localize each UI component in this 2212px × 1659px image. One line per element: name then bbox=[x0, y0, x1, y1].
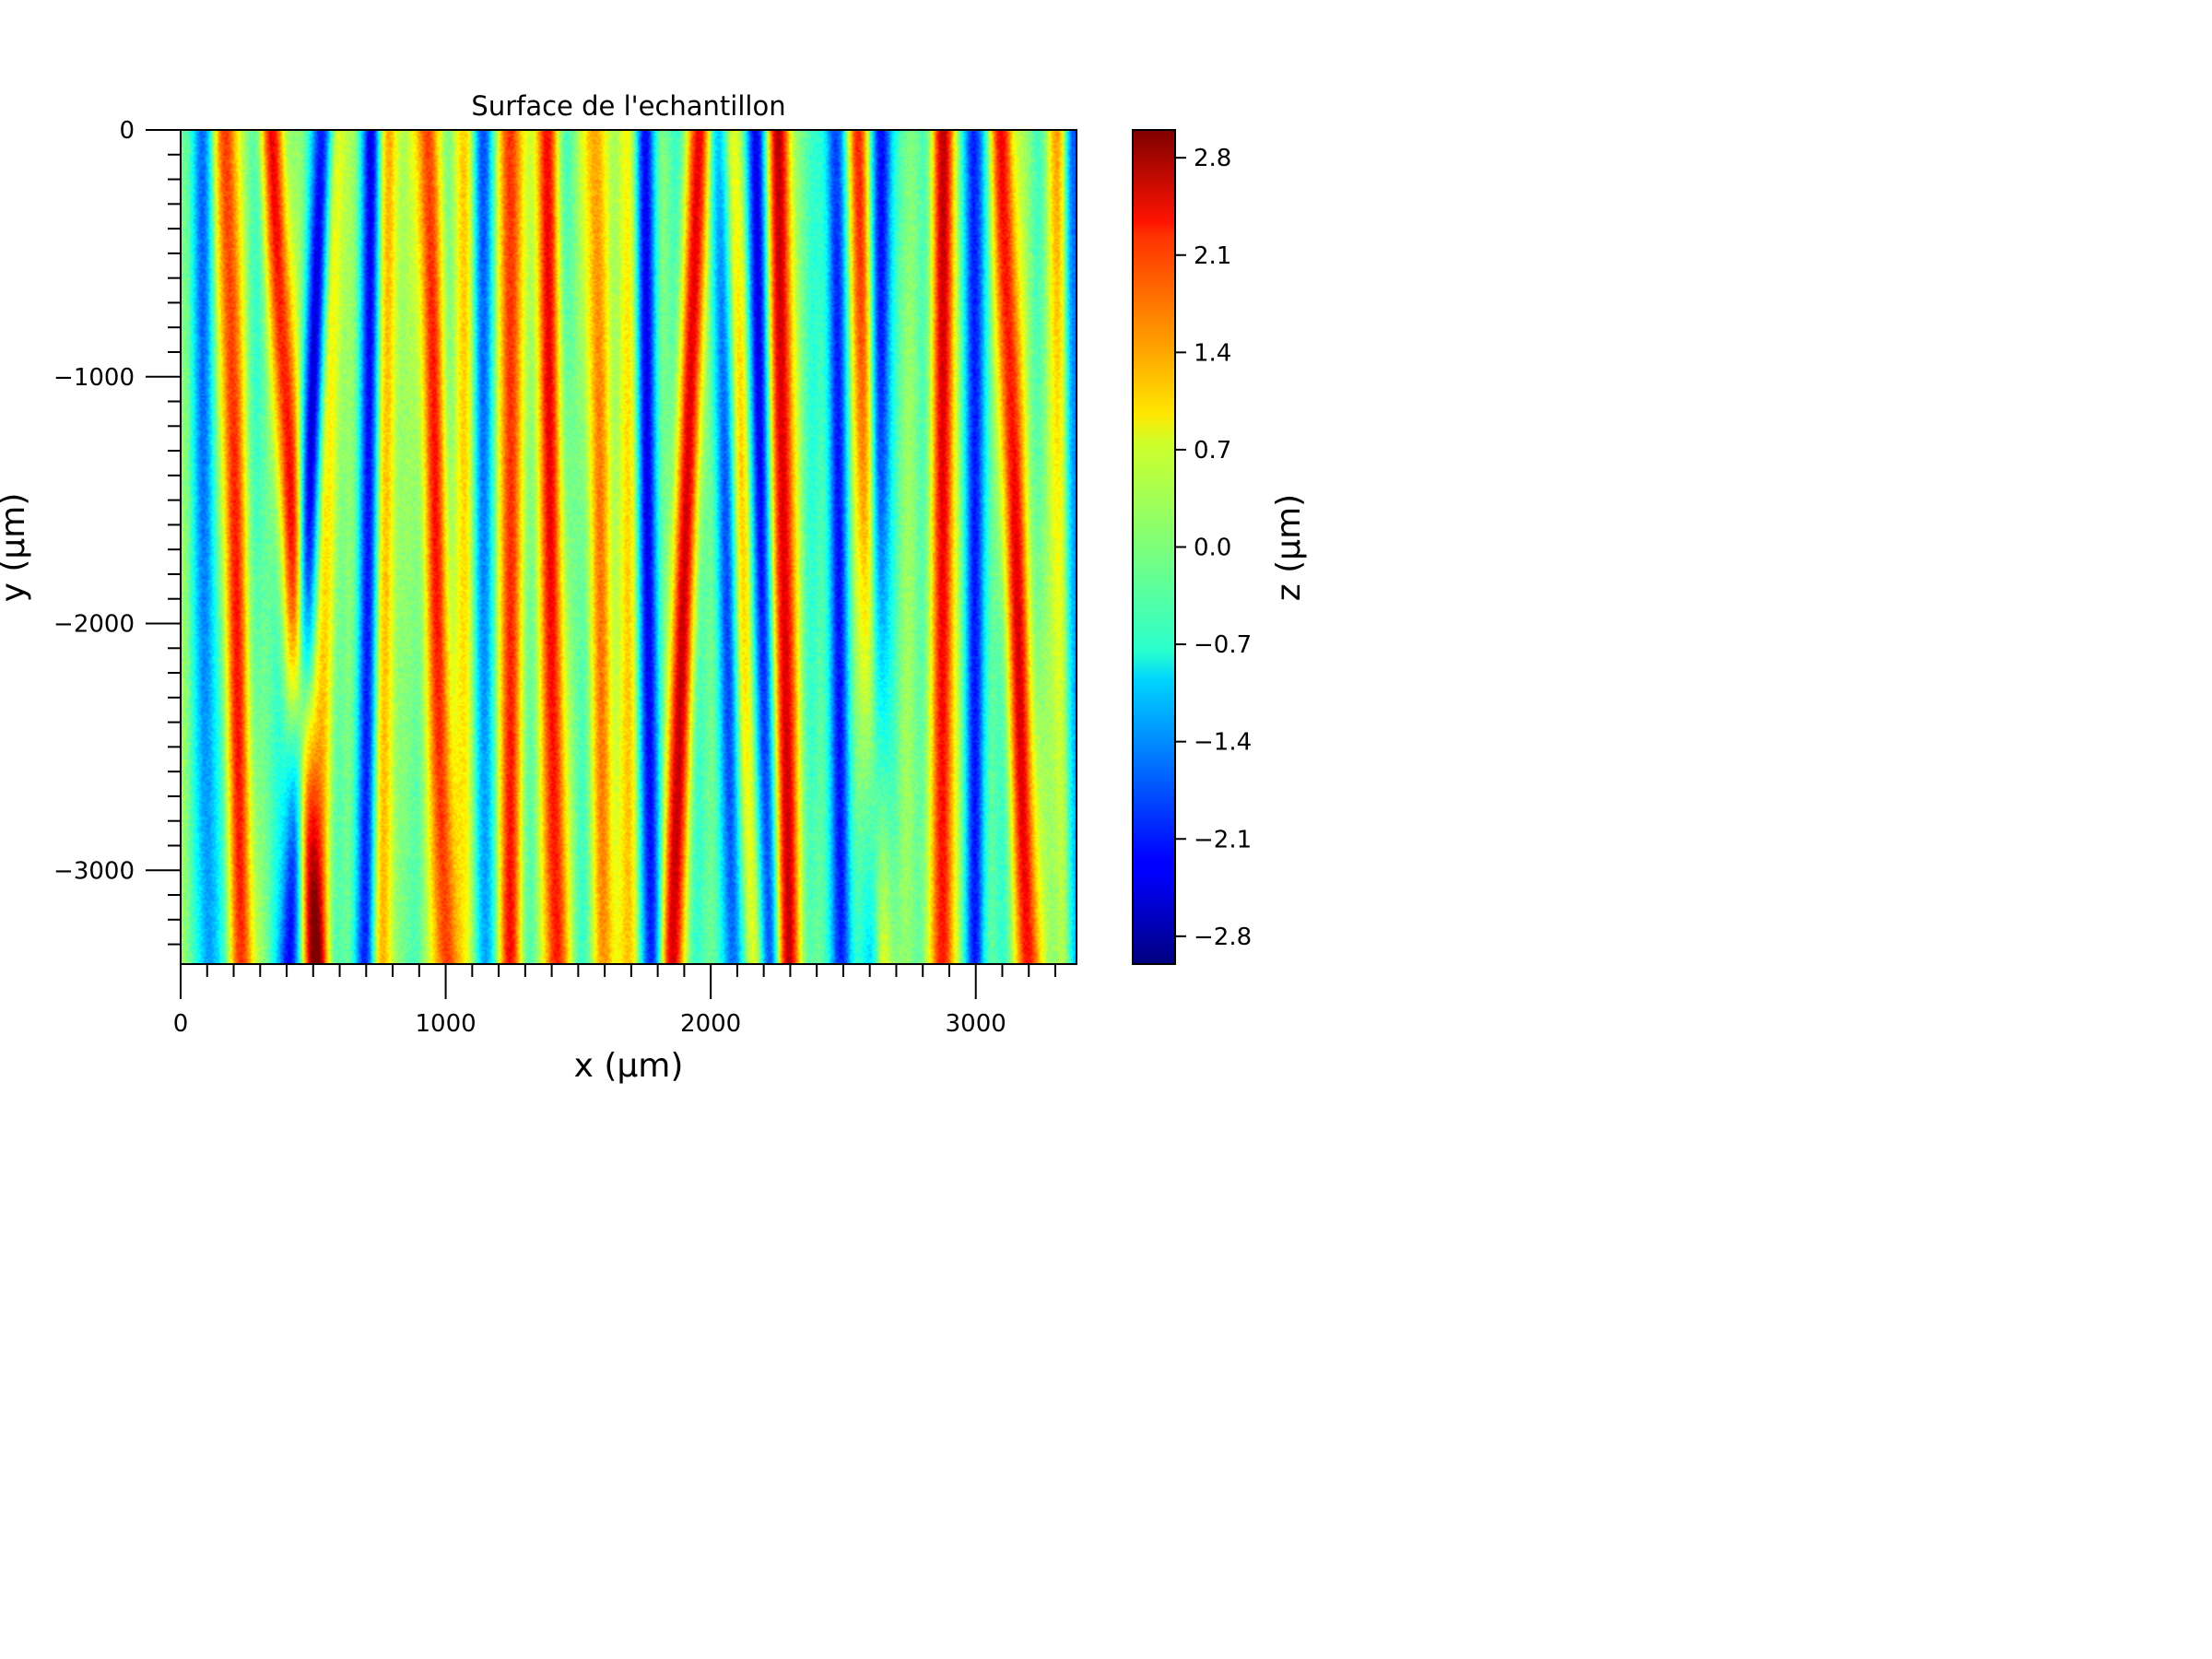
colorbar-ticks: 2.8 2.1 1.4 0.7 0.0 −0.7 −1.4 −2.1 −2.8 bbox=[1175, 145, 1252, 951]
colorbar-tick-label: 0.7 bbox=[1194, 437, 1231, 465]
colorbar-tick-label: −1.4 bbox=[1194, 729, 1252, 757]
x-tick-label: 3000 bbox=[946, 1010, 1006, 1038]
colorbar-tick-label: 0.0 bbox=[1194, 535, 1231, 562]
y-tick-label: −2000 bbox=[53, 611, 135, 639]
x-tick-label: 2000 bbox=[680, 1010, 741, 1038]
heatmap-area bbox=[181, 130, 1077, 964]
colorbar-tick-label: −2.1 bbox=[1194, 826, 1252, 853]
colorbar-tick-label: 1.4 bbox=[1194, 339, 1231, 367]
colorbar-label: z (µm) bbox=[1270, 494, 1308, 601]
x-tick-label: 1000 bbox=[415, 1010, 476, 1038]
y-axis-label: y (µm) bbox=[0, 493, 32, 603]
colorbar-tick-label: 2.8 bbox=[1194, 145, 1231, 172]
colorbar-tick-label: 2.1 bbox=[1194, 242, 1231, 270]
y-tick-label: 0 bbox=[119, 117, 135, 145]
x-axis-label: x (µm) bbox=[574, 1047, 684, 1084]
y-axis: 0 −1000 −2000 −3000 bbox=[53, 117, 181, 946]
x-tick-label: 0 bbox=[173, 1010, 189, 1038]
x-axis: 0 1000 2000 3000 bbox=[173, 964, 1056, 1038]
colorbar bbox=[1132, 129, 1176, 965]
surface-height-map bbox=[181, 130, 1077, 964]
colorbar-tick-label: −2.8 bbox=[1194, 924, 1252, 951]
plot-frame bbox=[180, 129, 1077, 965]
y-tick-label: −1000 bbox=[53, 364, 135, 392]
y-tick-label: −3000 bbox=[53, 857, 135, 885]
colorbar-tick-label: −0.7 bbox=[1194, 631, 1252, 659]
chart-title: Surface de l'echantillon bbox=[471, 90, 785, 122]
surface-heatmap-chart: Surface de l'echantillon 0 1000 2000 3000 0… bbox=[0, 90, 1308, 1084]
